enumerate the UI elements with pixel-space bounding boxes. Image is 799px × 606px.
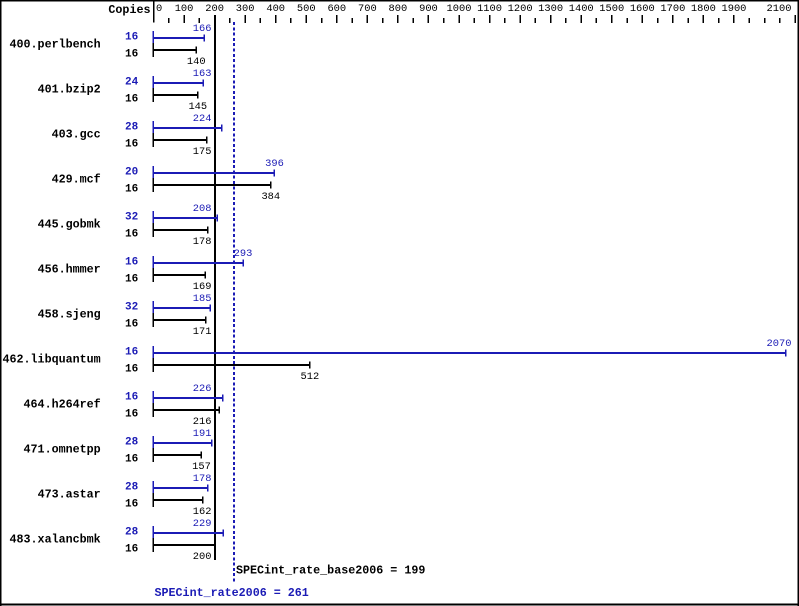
svg-text:396: 396 [265, 158, 284, 170]
svg-text:1600: 1600 [630, 3, 655, 15]
svg-text:16: 16 [125, 139, 138, 151]
svg-text:32: 32 [125, 302, 138, 314]
svg-text:178: 178 [193, 236, 212, 248]
svg-text:16: 16 [125, 499, 138, 511]
svg-text:200: 200 [193, 551, 212, 563]
svg-text:471.omnetpp: 471.omnetpp [24, 442, 101, 456]
svg-text:483.xalancbmk: 483.xalancbmk [10, 532, 101, 546]
svg-text:16: 16 [125, 454, 138, 466]
svg-text:400: 400 [266, 3, 285, 15]
svg-text:403.gcc: 403.gcc [52, 127, 101, 141]
svg-text:462.libquantum: 462.libquantum [2, 352, 100, 366]
svg-text:384: 384 [261, 191, 280, 203]
svg-text:16: 16 [125, 229, 138, 241]
svg-text:458.sjeng: 458.sjeng [38, 307, 101, 321]
svg-text:300: 300 [236, 3, 255, 15]
svg-text:1400: 1400 [569, 3, 594, 15]
svg-text:16: 16 [125, 347, 138, 359]
svg-text:16: 16 [125, 409, 138, 421]
svg-text:24: 24 [125, 77, 139, 89]
svg-text:208: 208 [193, 203, 212, 215]
svg-text:464.h264ref: 464.h264ref [24, 397, 101, 411]
svg-text:16: 16 [125, 94, 138, 106]
svg-text:500: 500 [297, 3, 316, 15]
svg-text:2100: 2100 [767, 3, 792, 15]
svg-text:16: 16 [125, 319, 138, 331]
svg-text:216: 216 [193, 416, 212, 428]
svg-text:28: 28 [125, 437, 139, 449]
svg-text:185: 185 [193, 293, 212, 305]
svg-text:16: 16 [125, 49, 138, 61]
svg-text:1300: 1300 [538, 3, 563, 15]
svg-text:224: 224 [193, 113, 212, 125]
svg-text:1200: 1200 [508, 3, 533, 15]
svg-text:401.bzip2: 401.bzip2 [38, 82, 101, 96]
svg-text:28: 28 [125, 482, 139, 494]
svg-text:145: 145 [188, 101, 207, 113]
svg-text:171: 171 [193, 326, 212, 338]
svg-text:900: 900 [419, 3, 438, 15]
svg-text:16: 16 [125, 392, 138, 404]
svg-text:1000: 1000 [447, 3, 472, 15]
svg-text:163: 163 [193, 68, 212, 80]
svg-text:512: 512 [301, 371, 320, 383]
svg-text:200: 200 [205, 3, 224, 15]
svg-text:226: 226 [193, 383, 212, 395]
svg-text:16: 16 [125, 544, 138, 556]
svg-text:1500: 1500 [599, 3, 624, 15]
svg-text:429.mcf: 429.mcf [52, 172, 101, 186]
svg-text:2070: 2070 [767, 338, 792, 350]
svg-text:16: 16 [125, 257, 138, 269]
svg-text:1100: 1100 [477, 3, 502, 15]
svg-text:445.gobmk: 445.gobmk [38, 217, 101, 231]
svg-text:SPECint_rate2006 = 261: SPECint_rate2006 = 261 [155, 586, 309, 600]
svg-text:SPECint_rate_base2006 = 199: SPECint_rate_base2006 = 199 [236, 564, 425, 578]
svg-text:0: 0 [156, 3, 162, 15]
svg-text:169: 169 [193, 281, 212, 293]
svg-text:162: 162 [193, 506, 212, 518]
svg-text:800: 800 [389, 3, 408, 15]
svg-text:166: 166 [193, 23, 212, 35]
svg-text:400.perlbench: 400.perlbench [10, 37, 101, 51]
svg-text:100: 100 [175, 3, 194, 15]
svg-text:191: 191 [193, 428, 212, 440]
svg-text:600: 600 [327, 3, 346, 15]
svg-text:16: 16 [125, 184, 138, 196]
svg-text:1800: 1800 [691, 3, 716, 15]
svg-text:1900: 1900 [721, 3, 746, 15]
svg-text:293: 293 [234, 248, 253, 260]
svg-text:175: 175 [193, 146, 212, 158]
svg-text:16: 16 [125, 32, 138, 44]
svg-text:32: 32 [125, 212, 138, 224]
svg-text:Copies: Copies [108, 3, 150, 17]
svg-text:456.hmmer: 456.hmmer [38, 262, 101, 276]
svg-text:473.astar: 473.astar [38, 487, 101, 501]
svg-text:700: 700 [358, 3, 377, 15]
svg-text:140: 140 [187, 56, 206, 68]
svg-text:16: 16 [125, 274, 138, 286]
svg-text:157: 157 [192, 461, 211, 473]
svg-text:1700: 1700 [660, 3, 685, 15]
svg-text:178: 178 [193, 473, 212, 485]
svg-text:28: 28 [125, 527, 139, 539]
svg-text:20: 20 [125, 167, 138, 179]
svg-text:28: 28 [125, 122, 139, 134]
svg-text:16: 16 [125, 364, 138, 376]
svg-text:229: 229 [193, 518, 212, 530]
